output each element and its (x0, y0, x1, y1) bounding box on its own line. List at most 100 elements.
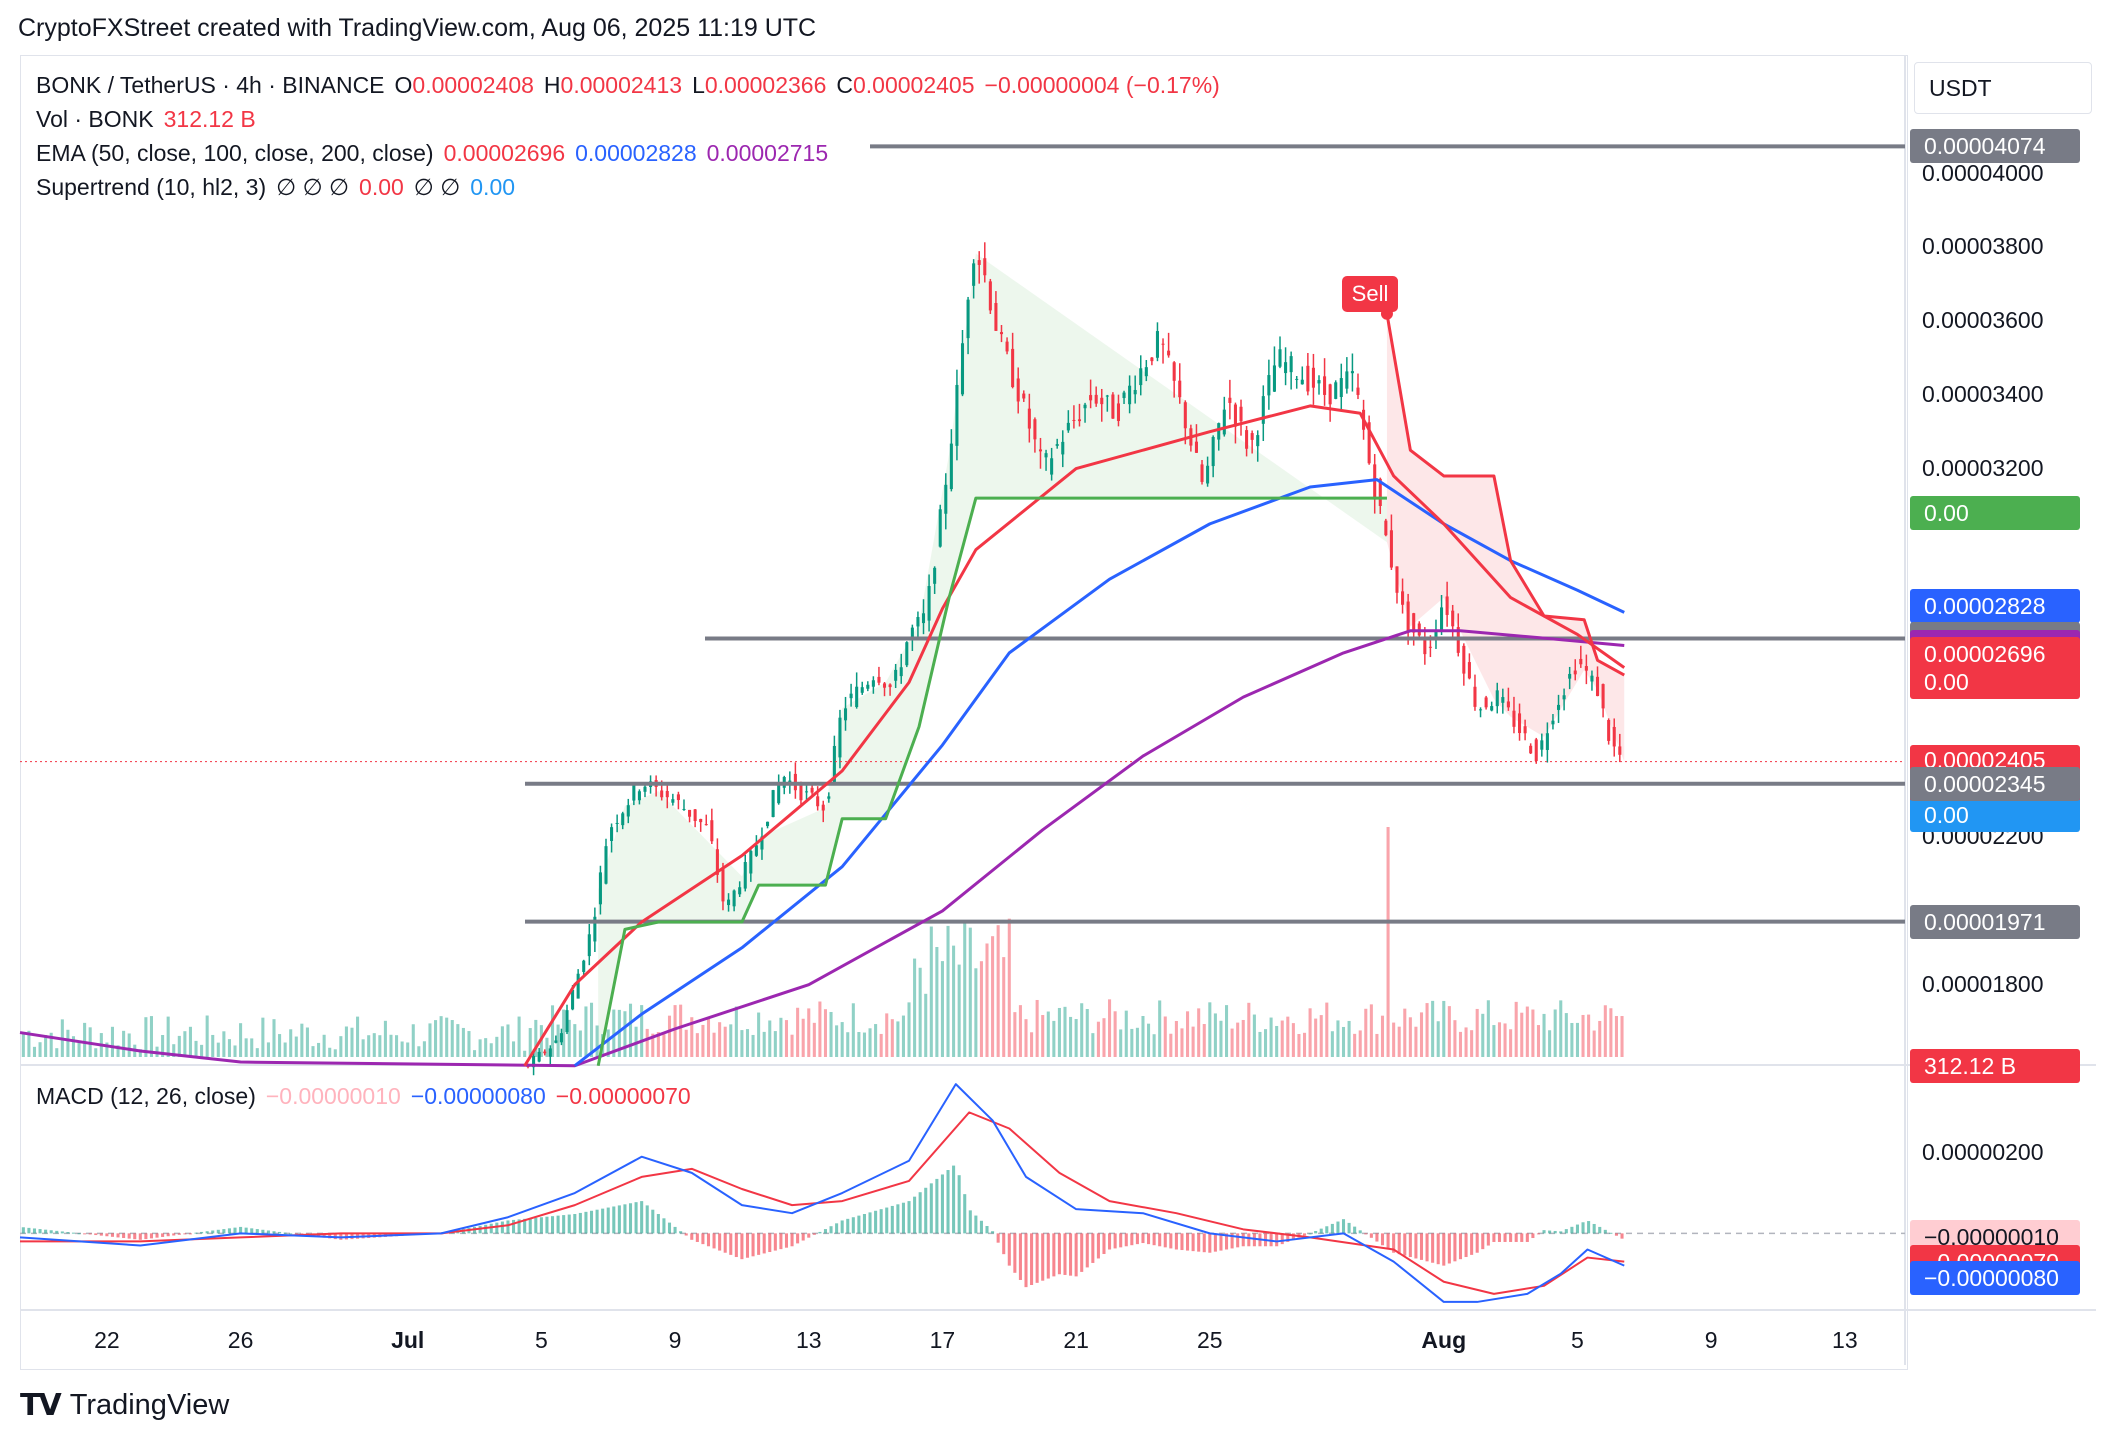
macd-histogram-bar (896, 1204, 900, 1234)
legend-ema-label[interactable]: EMA (50, close, 100, close, 200, close) (36, 140, 434, 166)
macd-histogram-bar (133, 1233, 137, 1240)
volume-bar (339, 1036, 343, 1057)
macd-histogram-bar (1509, 1233, 1513, 1242)
volume-bar (1002, 957, 1006, 1057)
volume-bar (1297, 1034, 1301, 1057)
macd-histogram-bar (1358, 1230, 1362, 1234)
volume-bar (66, 1029, 70, 1057)
macd-histogram-bar (211, 1230, 215, 1234)
volume-bar (1570, 1022, 1574, 1057)
macd-histogram-bar (272, 1231, 276, 1234)
candle-body (905, 642, 909, 666)
volume-bar (862, 1032, 866, 1057)
currency-selector[interactable]: USDT (1914, 62, 2092, 114)
legend-open-label: O (394, 72, 413, 98)
volume-bar (1252, 1014, 1256, 1057)
candle-body (671, 799, 675, 803)
candle-body (1384, 520, 1388, 536)
candle-body (621, 813, 625, 826)
macd-histogram-bar (1046, 1233, 1050, 1279)
volume-bar (439, 1016, 443, 1057)
volume-bar (461, 1027, 465, 1057)
candle-body (1367, 422, 1371, 464)
macd-value-tag: −0.00000080 (1910, 1260, 2080, 1295)
volume-bar (946, 925, 950, 1057)
macd-histogram-bar (1219, 1233, 1223, 1251)
volume-bar (1236, 1022, 1240, 1057)
volume-bar (450, 1020, 454, 1057)
volume-bar (21, 1033, 25, 1057)
legend-volume-label[interactable]: Vol · BONK (36, 106, 154, 132)
volume-bar (528, 1028, 532, 1057)
volume-bar (584, 1006, 588, 1057)
volume-bar (506, 1024, 510, 1057)
volume-bar (768, 1020, 772, 1057)
macd-histogram-bar (205, 1231, 209, 1234)
volume-bar (1275, 1025, 1279, 1057)
macd-histogram-bar (679, 1231, 683, 1234)
volume-bar (1302, 1032, 1307, 1057)
macd-histogram-bar (38, 1229, 42, 1234)
macd-histogram-bar (1024, 1233, 1028, 1288)
volume-bar (467, 1031, 471, 1057)
macd-histogram-bar (1213, 1233, 1217, 1252)
macd-histogram-bar (1397, 1233, 1401, 1255)
chart-panel[interactable] (20, 55, 1908, 1370)
macd-histogram-bar (963, 1194, 967, 1234)
macd-histogram-bar (768, 1233, 772, 1253)
candle-body (1289, 356, 1293, 373)
volume-bar (651, 1033, 655, 1057)
candle-body (866, 684, 870, 689)
volume-bar (623, 1011, 627, 1057)
candle-body (933, 567, 937, 584)
footer-brand-text: TradingView (69, 1389, 230, 1421)
macd-histogram-bar (244, 1227, 248, 1234)
legend-supertrend-label[interactable]: Supertrend (10, hl2, 3) (36, 174, 267, 200)
candle-body (643, 786, 647, 792)
legend-macd-label[interactable]: MACD (12, 26, close) (36, 1083, 256, 1109)
volume-bar (484, 1038, 488, 1057)
volume-bar (807, 1008, 811, 1057)
legend-ema100: 0.00002828 (575, 140, 697, 166)
volume-bar (1492, 1025, 1496, 1057)
volume-bar (200, 1044, 204, 1057)
volume-bar (745, 1029, 750, 1057)
volume-bar (188, 1026, 192, 1057)
candle-body (1590, 675, 1594, 682)
volume-bar (952, 945, 956, 1057)
volume-bar (116, 1045, 120, 1057)
macd-histogram-bar (1375, 1233, 1379, 1242)
volume-bar (1575, 1022, 1579, 1057)
candle-body (676, 794, 680, 801)
macd-histogram-bar (718, 1233, 722, 1251)
macd-histogram-bar (1291, 1233, 1295, 1240)
volume-bar (1186, 1011, 1190, 1057)
macd-histogram-bar (166, 1233, 170, 1237)
candle-body (665, 790, 669, 798)
macd-histogram-bar (44, 1229, 48, 1234)
legend-close: 0.00002405 (853, 72, 975, 98)
volume-bar (1180, 1028, 1184, 1057)
volume-bar (796, 1007, 800, 1057)
macd-histogram-bar (1186, 1233, 1190, 1251)
volume-bar (1453, 1020, 1457, 1057)
volume-bar (1419, 1012, 1424, 1057)
volume-bar (27, 1030, 31, 1057)
candle-body (1323, 376, 1327, 395)
candle-body (754, 845, 758, 856)
candle-body (938, 509, 942, 547)
macd-histogram-bar (495, 1222, 499, 1234)
macd-histogram-bar (1286, 1233, 1290, 1242)
macd-histogram-bar (595, 1209, 599, 1234)
macd-histogram-bar (60, 1231, 64, 1234)
candle-body (1345, 371, 1349, 389)
legend-symbol[interactable]: BONK / TetherUS · 4h · BINANCE (36, 72, 385, 98)
volume-bar (127, 1033, 131, 1057)
candle-body (1518, 713, 1522, 734)
legend-symbol-row: BONK / TetherUS · 4h · BINANCE O 0.0000240… (36, 72, 1230, 99)
macd-histogram-bar (879, 1209, 883, 1234)
volume-bar (1358, 1030, 1362, 1057)
volume-bar (311, 1046, 315, 1057)
macd-histogram-bar (511, 1219, 516, 1234)
